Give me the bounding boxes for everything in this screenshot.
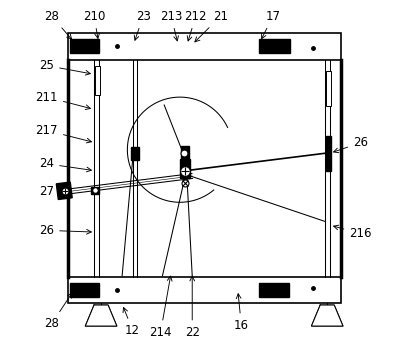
Bar <box>69 283 99 297</box>
Text: 21: 21 <box>195 10 228 42</box>
Text: 212: 212 <box>184 10 207 41</box>
Bar <box>95 65 100 95</box>
Text: 24: 24 <box>39 157 92 172</box>
Text: 23: 23 <box>134 10 151 40</box>
Polygon shape <box>312 305 343 326</box>
Text: 214: 214 <box>149 276 172 339</box>
Polygon shape <box>85 305 117 326</box>
Text: 17: 17 <box>262 10 280 39</box>
Text: 213: 213 <box>160 10 182 41</box>
Text: 210: 210 <box>83 10 105 38</box>
Text: 12: 12 <box>123 308 140 337</box>
Bar <box>326 136 331 171</box>
Text: 26: 26 <box>39 224 92 237</box>
Text: 16: 16 <box>234 294 249 332</box>
Bar <box>181 146 189 159</box>
Text: 28: 28 <box>45 10 72 39</box>
Text: 217: 217 <box>35 124 92 143</box>
Bar <box>91 187 99 194</box>
Text: 22: 22 <box>185 276 200 339</box>
Bar <box>69 39 99 53</box>
Bar <box>131 147 139 160</box>
Text: 216: 216 <box>334 225 372 240</box>
Text: 25: 25 <box>39 59 90 75</box>
Bar <box>259 39 290 53</box>
Bar <box>259 283 289 297</box>
Bar <box>56 182 72 200</box>
Bar <box>68 33 341 59</box>
Text: 26: 26 <box>334 136 368 153</box>
Bar <box>180 159 190 178</box>
Bar <box>326 71 331 106</box>
Bar <box>68 277 341 303</box>
Text: 211: 211 <box>35 90 90 109</box>
Text: 28: 28 <box>45 293 72 330</box>
Text: 27: 27 <box>39 185 62 198</box>
